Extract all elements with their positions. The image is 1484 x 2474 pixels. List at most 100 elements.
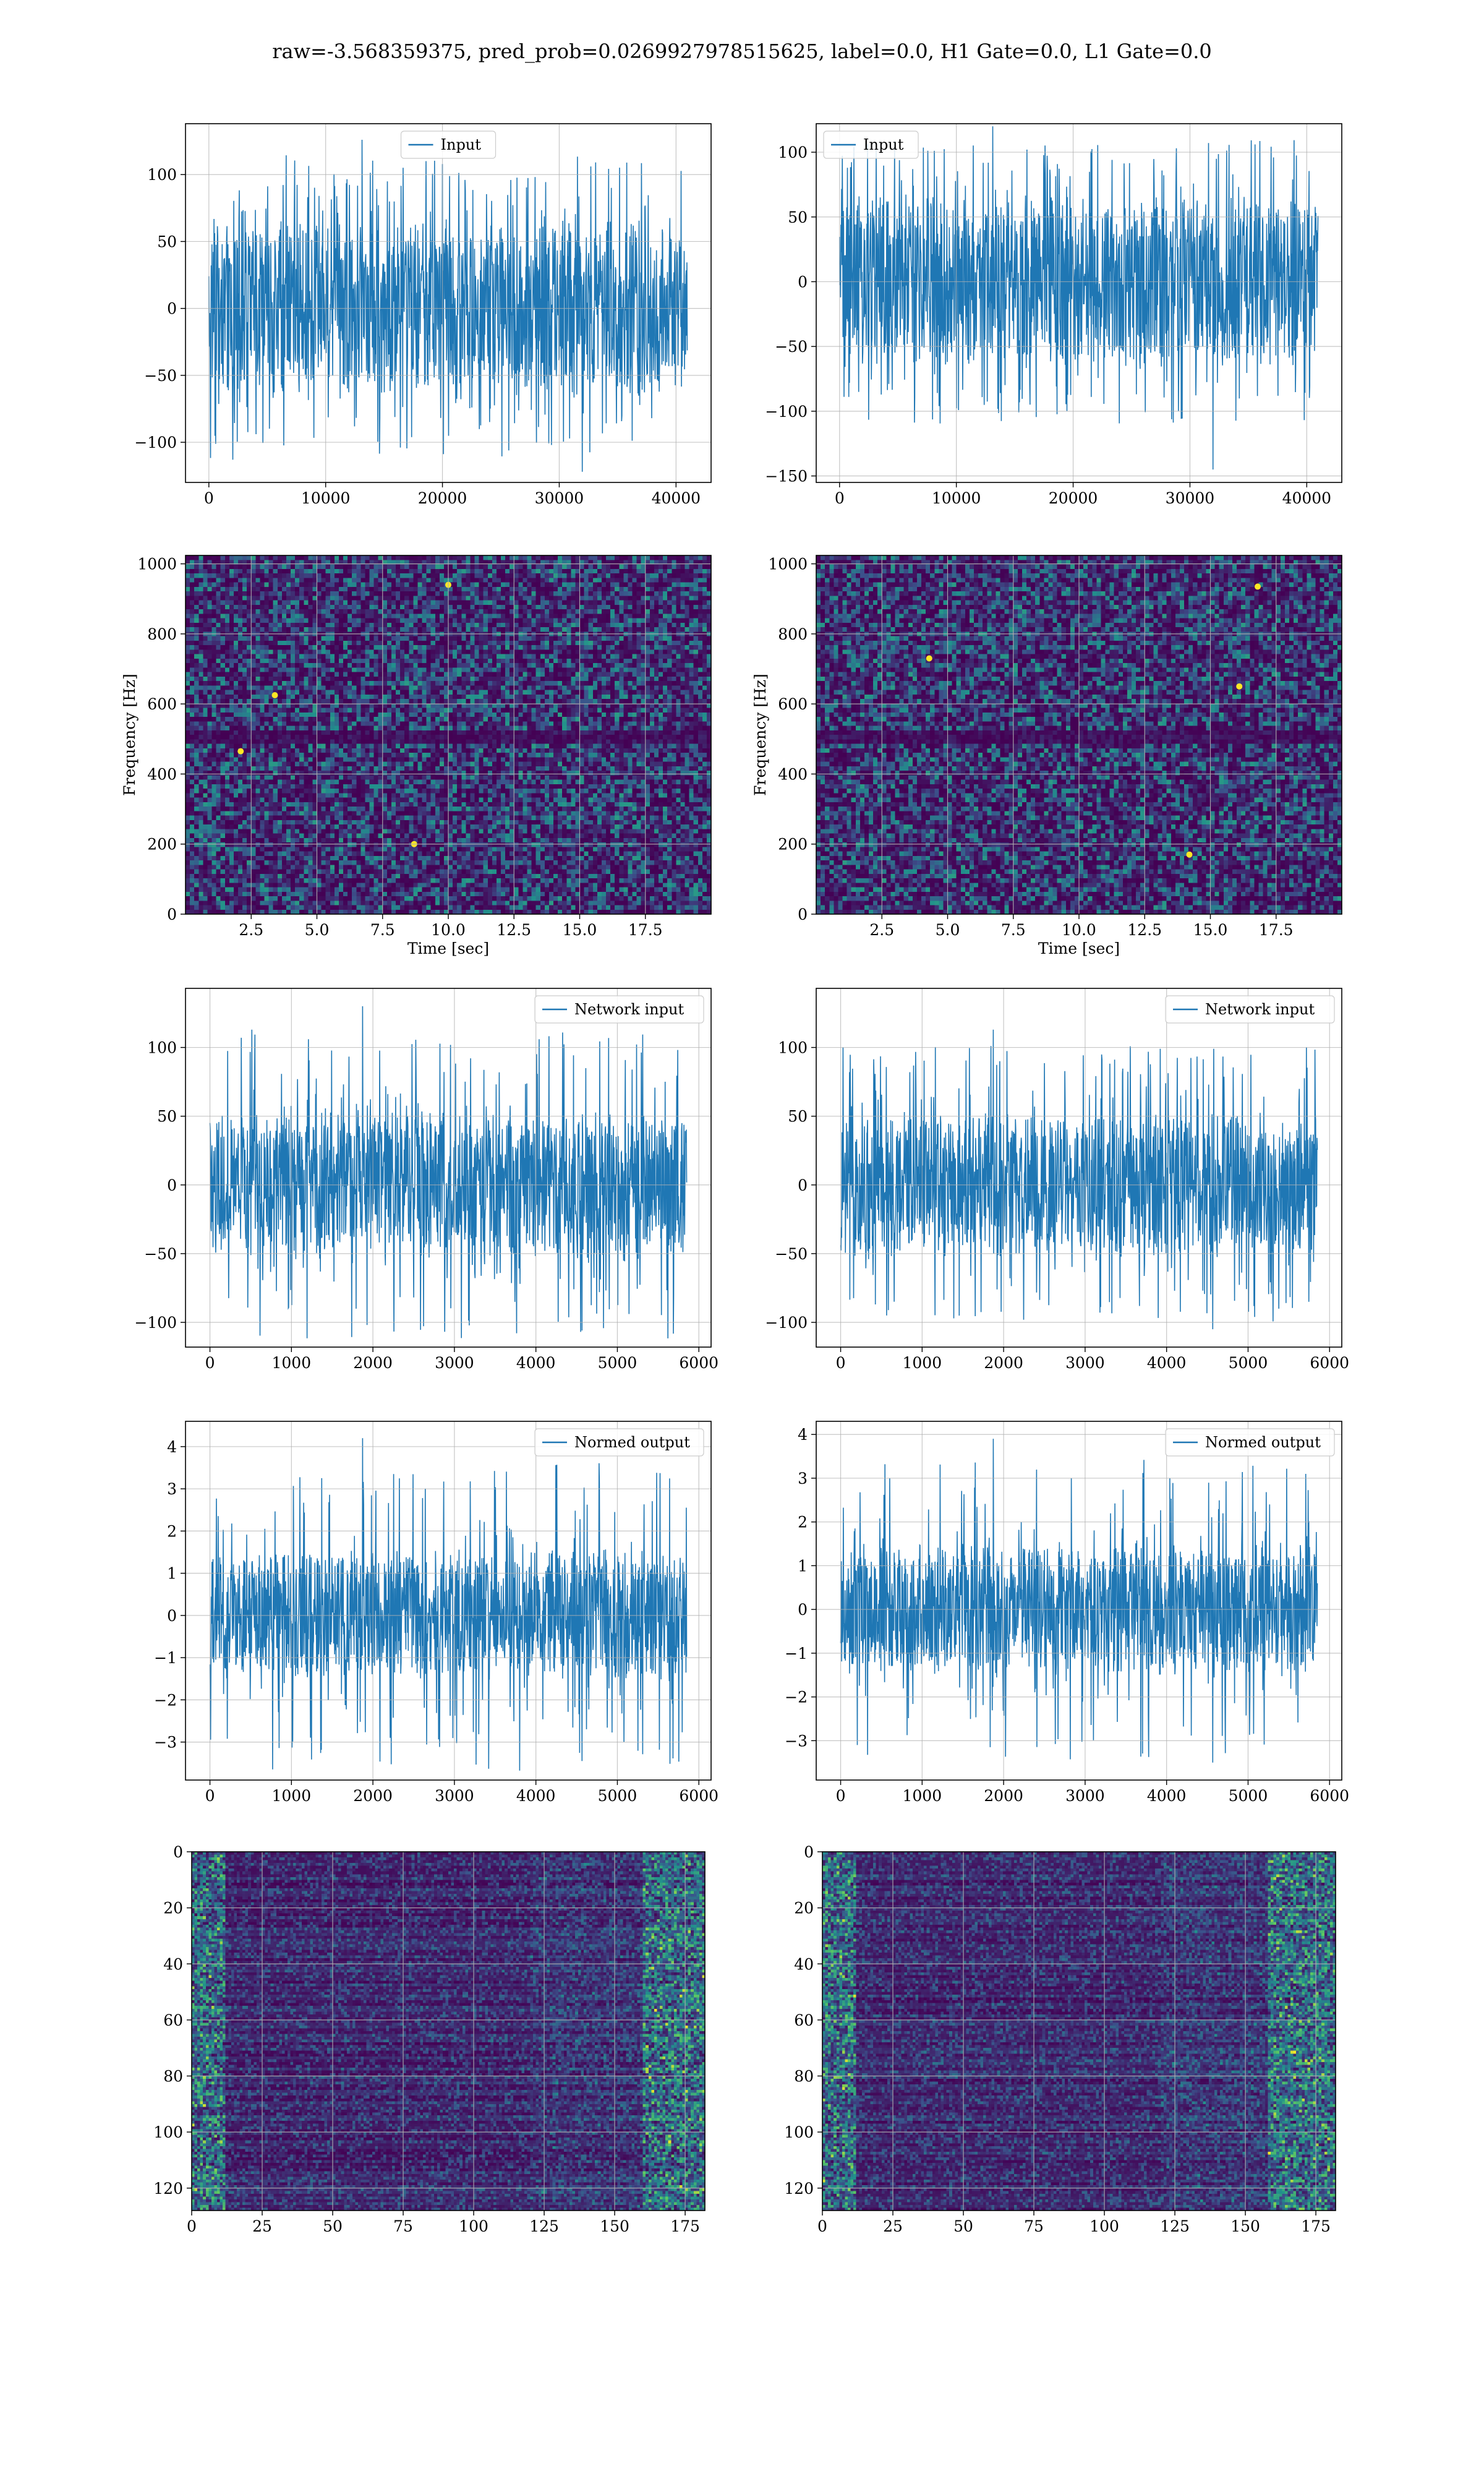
x-axis: 2.5 5.0 7.5 10.0 12.5 15.0 17.5 <box>239 914 662 939</box>
y-tick-label: −100 <box>765 1314 808 1332</box>
x-tick-label: 7.5 <box>1001 921 1026 939</box>
y-tick-label: −100 <box>134 434 177 452</box>
x-tick-label: 25 <box>883 2217 903 2235</box>
y-tick-label: −2 <box>154 1691 177 1709</box>
panel-feature-map-l1: 0 25 50 75 100 125 150 175 0 20 40 60 80 100 120 <box>822 1852 1336 2211</box>
plot-area <box>841 1439 1318 1762</box>
x-tick-label: 1000 <box>272 1787 312 1805</box>
x-tick-label: 0 <box>187 2217 197 2235</box>
y-tick-label: 600 <box>147 695 177 713</box>
x-tick-label: 0 <box>835 489 845 507</box>
y-tick-label: 2 <box>798 1513 808 1531</box>
x-tick-label: 100 <box>459 2217 488 2235</box>
x-tick-label: 2000 <box>353 1787 393 1805</box>
x-axis: 0 25 50 75 100 125 150 175 <box>187 2211 700 2235</box>
x-tick-label: 1000 <box>903 1787 942 1805</box>
y-tick-label: 0 <box>167 1607 177 1625</box>
heatmap-cells <box>822 1852 1336 2211</box>
y-tick-label: 0 <box>798 905 808 923</box>
y-tick-label: 60 <box>794 2011 814 2029</box>
panel-normed-output-h1: 0 1000 2000 3000 4000 5000 6000 −3 −2 −1 0 1 2 3 4 Norm… <box>186 1421 711 1780</box>
x-tick-label: 20000 <box>418 489 467 507</box>
x-tick-label: 175 <box>670 2217 700 2235</box>
series-line <box>841 1439 1318 1762</box>
legend: Normed output <box>535 1429 704 1456</box>
x-tick-label: 50 <box>953 2217 973 2235</box>
x-tick-label: 5000 <box>598 1354 638 1372</box>
y-axis-label: Frequency [Hz] <box>121 674 139 796</box>
x-tick-label: 0 <box>817 2217 827 2235</box>
x-tick-label: 1000 <box>272 1354 312 1372</box>
x-axis: 2.5 5.0 7.5 10.0 12.5 15.0 17.5 <box>869 914 1293 939</box>
x-tick-label: 10000 <box>301 489 351 507</box>
x-tick-label: 125 <box>529 2217 559 2235</box>
panel-input-l1: 0 10000 20000 30000 40000 −150 −100 −50 0 50 100 In… <box>816 124 1342 482</box>
y-tick-label: 3 <box>167 1480 177 1498</box>
y-tick-label: 0 <box>798 1176 808 1194</box>
hot-spot <box>926 656 932 662</box>
x-tick-label: 6000 <box>1310 1787 1349 1805</box>
x-tick-label: 5000 <box>598 1787 638 1805</box>
x-tick-label: 10.0 <box>431 921 466 939</box>
x-tick-label: 12.5 <box>497 921 531 939</box>
plot-area <box>192 1852 706 2211</box>
legend-label: Normed output <box>1205 1434 1321 1451</box>
y-tick-label: 400 <box>147 765 177 783</box>
y-tick-label: −50 <box>775 1245 808 1263</box>
y-tick-label: 50 <box>157 233 177 250</box>
panel-spectrogram-h1: 2.5 5.0 7.5 10.0 12.5 15.0 17.5 0 200 400 600 800 10… <box>186 555 711 914</box>
x-tick-label: 5000 <box>1229 1354 1268 1372</box>
y-tick-label: −1 <box>154 1649 177 1667</box>
legend: Network input <box>535 996 704 1023</box>
panel-spectrogram-l1: 2.5 5.0 7.5 10.0 12.5 15.0 17.5 0 200 400 600 800 10… <box>816 555 1342 914</box>
panel-network-input-l1: 0 1000 2000 3000 4000 5000 6000 −100 −50 0 50 100 Ne… <box>816 988 1342 1347</box>
x-axis: 0 25 50 75 100 125 150 175 <box>817 2211 1331 2235</box>
y-tick-label: 800 <box>778 625 808 643</box>
y-tick-label: 100 <box>778 1039 808 1057</box>
chart-spectrogram-l1: 2.5 5.0 7.5 10.0 12.5 15.0 17.5020040060080010… <box>816 555 1342 914</box>
x-tick-label: 15.0 <box>1193 921 1228 939</box>
series-line <box>209 140 688 472</box>
legend: Input <box>824 131 918 158</box>
x-tick-label: 0 <box>205 1787 215 1805</box>
legend-label: Network input <box>1205 1001 1315 1018</box>
x-tick-label: 4000 <box>1147 1354 1187 1372</box>
x-tick-label: 3000 <box>435 1787 474 1805</box>
x-tick-label: 6000 <box>679 1787 719 1805</box>
x-tick-label: 3000 <box>1065 1787 1105 1805</box>
y-tick-label: 3 <box>798 1470 808 1487</box>
hot-spot <box>1255 583 1261 589</box>
x-tick-label: 17.5 <box>1259 921 1294 939</box>
y-tick-label: 1000 <box>768 555 808 573</box>
y-tick-label: 20 <box>163 1899 183 1917</box>
y-tick-label: 0 <box>167 300 177 318</box>
hot-spot <box>1187 852 1193 858</box>
legend: Input <box>401 131 496 158</box>
y-tick-label: −50 <box>775 338 808 356</box>
x-tick-label: 2000 <box>353 1354 393 1372</box>
x-tick-label: 2.5 <box>239 921 263 939</box>
legend-label: Input <box>863 136 904 153</box>
hot-spot <box>272 692 278 698</box>
y-tick-label: −100 <box>134 1314 177 1332</box>
hot-spot <box>1236 683 1242 690</box>
x-axis: 0 1000 2000 3000 4000 5000 6000 <box>836 1347 1349 1372</box>
y-tick-label: 4 <box>798 1426 808 1444</box>
x-tick-label: 30000 <box>1166 489 1215 507</box>
y-tick-label: −3 <box>154 1734 177 1752</box>
y-tick-label: 100 <box>147 1039 177 1057</box>
figure-title: raw=-3.568359375, pred_prob=0.0269927978… <box>0 40 1484 63</box>
y-tick-label: 100 <box>784 2123 814 2141</box>
y-tick-label: 80 <box>163 2068 183 2086</box>
chart-spectrogram-h1: 2.5 5.0 7.5 10.0 12.5 15.0 17.5020040060080010… <box>186 555 711 914</box>
x-tick-label: 50 <box>323 2217 343 2235</box>
